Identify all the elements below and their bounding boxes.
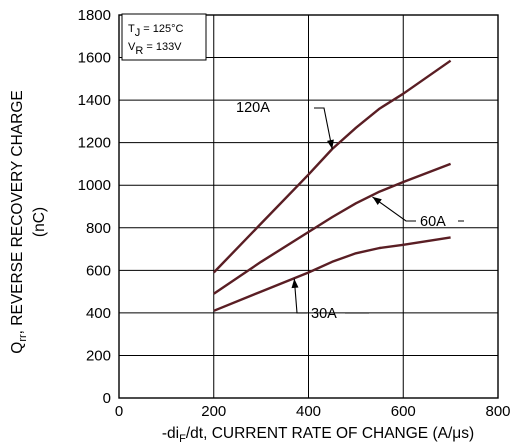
- y-axis-unit-group: (nC): [31, 207, 48, 237]
- x-tick-label-200: 200: [201, 403, 226, 420]
- plot-frame: [118, 14, 499, 399]
- series-leader-120A: [314, 107, 333, 150]
- vr-rest: = 133V: [143, 41, 182, 53]
- x-tick-labels: 0 200 400 600 800: [115, 403, 511, 420]
- y-tick-label-0: 0: [103, 390, 111, 407]
- series-labels: 120A 60A 30A: [236, 100, 446, 322]
- y-axis-label-rest: , REVERSE RECOVERY CHARGE: [9, 90, 26, 334]
- tj-main: T: [128, 23, 135, 35]
- y-tick-label-1800: 1800: [78, 7, 111, 24]
- series-leader-60A: [372, 196, 464, 222]
- x-tick-label-800: 800: [485, 403, 510, 420]
- series-label-30A: 30A: [311, 306, 337, 322]
- series-label-120A: 120A: [236, 100, 270, 116]
- condition-junction-temperature: TJ = 125°C: [128, 23, 184, 39]
- series-lines: [212, 59, 452, 312]
- conditions-box: TJ = 125°C VR = 133V: [121, 13, 207, 61]
- y-axis-label-main: Q: [9, 342, 26, 354]
- x-tick-label-400: 400: [296, 403, 321, 420]
- series-line-120A: [212, 59, 452, 274]
- y-axis-label-sub: rr: [17, 334, 29, 342]
- y-tick-label-200: 200: [86, 347, 111, 364]
- series-line-30A: [213, 236, 451, 312]
- tj-rest: = 125°C: [140, 23, 183, 35]
- series-label-leaders: [291, 107, 464, 314]
- y-axis-unit: (nC): [31, 207, 48, 237]
- y-tick-label-1400: 1400: [78, 92, 111, 109]
- x-axis-label-rest: /dt, CURRENT RATE OF CHANGE (A/μs): [186, 425, 474, 442]
- condition-reverse-voltage: VR = 133V: [128, 41, 182, 57]
- y-tick-label-1600: 1600: [78, 50, 111, 67]
- x-axis-label: -diF/dt, CURRENT RATE OF CHANGE (A/μs): [162, 425, 474, 445]
- y-tick-label-1000: 1000: [78, 177, 111, 194]
- vr-sub: R: [135, 45, 143, 57]
- y-tick-labels: 0 200 400 600 800 1000 1200 1400 1600 1800: [78, 7, 111, 407]
- conditions-box-frame: [121, 13, 207, 61]
- vr-main: V: [128, 41, 136, 53]
- series-arrowhead-60A: [372, 196, 382, 205]
- x-tick-label-0: 0: [115, 403, 123, 420]
- y-tick-label-800: 800: [86, 220, 111, 237]
- tj-sub: J: [135, 27, 141, 39]
- series-leader-30A: [293, 278, 369, 314]
- series-line-60A: [213, 162, 452, 295]
- y-tick-label-400: 400: [86, 305, 111, 322]
- y-tick-label-1200: 1200: [78, 135, 111, 152]
- series-arrowhead-120A: [327, 139, 334, 149]
- y-axis-label: Qrr, REVERSE RECOVERY CHARGE: [9, 90, 29, 353]
- y-tick-label-600: 600: [86, 262, 111, 279]
- y-axis-label-group: Qrr, REVERSE RECOVERY CHARGE: [9, 90, 29, 353]
- series-label-60A: 60A: [420, 214, 446, 230]
- x-axis-label-sub: F: [179, 433, 186, 445]
- x-axis-label-main: -di: [162, 425, 179, 442]
- series-arrowhead-30A: [291, 278, 299, 289]
- x-tick-label-600: 600: [391, 403, 416, 420]
